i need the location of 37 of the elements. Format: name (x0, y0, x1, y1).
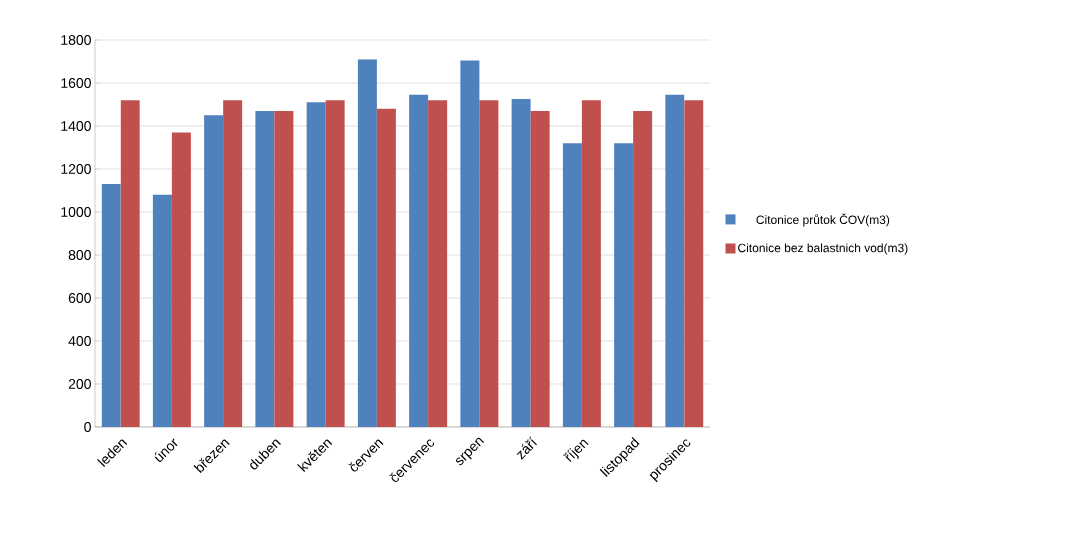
bar (204, 115, 224, 427)
y-tick-label: 600 (68, 293, 91, 303)
y-tick-label: 0 (84, 422, 91, 432)
bar (171, 132, 191, 427)
bar (581, 100, 601, 427)
bar (152, 194, 172, 427)
bar (120, 100, 140, 427)
bar (460, 60, 480, 427)
y-tick-label: 200 (68, 379, 91, 389)
bar (223, 100, 243, 427)
y-tick-label: 1200 (61, 164, 91, 174)
y-tick-label: 1800 (61, 35, 91, 45)
bar (665, 94, 685, 427)
bar (511, 99, 531, 427)
y-tick-label: 1600 (61, 78, 91, 88)
bar (479, 100, 499, 427)
bar (530, 110, 550, 427)
bar (325, 100, 345, 427)
bar (306, 102, 326, 427)
bar (357, 59, 377, 427)
x-tick-label: říjen (562, 439, 589, 463)
bar (428, 100, 448, 427)
bar (562, 143, 582, 427)
legend-label: Citonice průtok ČOV(m3) (756, 213, 890, 227)
bar (255, 110, 275, 427)
bar (633, 110, 653, 427)
y-tick-label: 400 (68, 336, 91, 346)
y-tick-label: 800 (68, 250, 91, 260)
bar (376, 108, 396, 427)
bar (274, 110, 294, 427)
legend-label: Citonice bez balastnich vod(m3) (738, 243, 908, 255)
bar (614, 143, 634, 427)
y-tick-label: 1000 (61, 207, 91, 217)
bar (101, 184, 121, 427)
bar (684, 100, 704, 427)
bar (409, 94, 429, 427)
y-tick-label: 1400 (61, 121, 91, 131)
